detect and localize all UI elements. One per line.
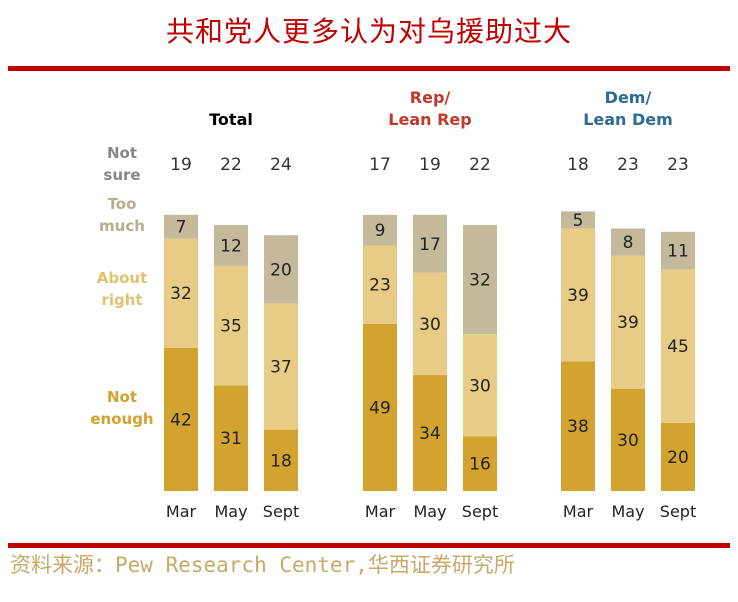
bar-segment-not-enough xyxy=(264,429,298,491)
bar-segment-about-right xyxy=(661,269,695,423)
row-label-about-right-line2: right xyxy=(101,291,142,309)
not-sure-value: 19 xyxy=(170,155,192,175)
data-label-about-right: 39 xyxy=(567,286,589,306)
data-label-too-much: 20 xyxy=(270,260,292,280)
bar-segment-too-much xyxy=(611,228,645,256)
row-label-not-enough-line2: enough xyxy=(90,410,153,428)
bar-segment-about-right xyxy=(413,272,447,376)
x-tick-label: Mar xyxy=(166,502,197,521)
row-label-too-much-line1: Too xyxy=(108,195,137,213)
data-label-too-much: 17 xyxy=(419,235,441,255)
bar-segment-about-right xyxy=(363,245,397,324)
data-label-not-enough: 18 xyxy=(270,451,292,471)
bar-segment-too-much xyxy=(463,225,497,335)
source-note: 资料来源：Pew Research Center,华西证券研究所 xyxy=(10,553,515,577)
x-tick-label: Sept xyxy=(263,502,299,521)
data-label-about-right: 39 xyxy=(617,313,639,333)
row-label-too-much-line2: much xyxy=(99,217,145,235)
group-title-1-line1: Rep/ xyxy=(410,88,451,107)
x-tick-label: May xyxy=(214,502,247,521)
bar-segment-too-much xyxy=(264,235,298,304)
data-label-not-enough: 20 xyxy=(667,448,689,468)
bar-segment-too-much xyxy=(164,214,198,239)
data-label-not-enough: 30 xyxy=(617,431,639,451)
bar-segment-too-much xyxy=(561,211,595,229)
bar-segment-too-much xyxy=(363,214,397,246)
not-sure-value: 18 xyxy=(567,155,589,175)
group-title-1-line2: Lean Rep xyxy=(388,110,471,129)
data-label-not-enough: 49 xyxy=(369,398,391,418)
data-label-too-much: 7 xyxy=(176,218,187,238)
top-rule xyxy=(8,66,730,71)
bar-segment-too-much xyxy=(214,225,248,266)
bar-segment-not-enough xyxy=(164,347,198,491)
data-label-not-enough: 34 xyxy=(419,424,441,444)
not-sure-value: 22 xyxy=(220,155,242,175)
x-tick-label: May xyxy=(413,502,446,521)
x-tick-label: May xyxy=(611,502,644,521)
not-sure-value: 23 xyxy=(667,155,689,175)
bar-segment-about-right xyxy=(463,334,497,437)
page-title: 共和党人更多认为对乌援助过大 xyxy=(165,15,572,48)
data-label-too-much: 8 xyxy=(623,233,634,253)
bar-segment-not-enough xyxy=(363,323,397,491)
bar-segment-not-enough xyxy=(611,388,645,491)
data-label-about-right: 30 xyxy=(469,376,491,396)
bar-segment-too-much xyxy=(661,231,695,270)
x-tick-label: Mar xyxy=(563,502,594,521)
not-sure-value: 19 xyxy=(419,155,441,175)
data-label-not-enough: 31 xyxy=(220,429,242,449)
data-label-too-much: 9 xyxy=(375,221,386,241)
group-title-2-line1: Dem/ xyxy=(605,88,652,107)
data-label-about-right: 30 xyxy=(419,315,441,335)
data-label-about-right: 23 xyxy=(369,276,391,296)
not-sure-value: 23 xyxy=(617,155,639,175)
bar-segment-not-enough xyxy=(561,361,595,491)
data-label-too-much: 32 xyxy=(469,271,491,291)
x-tick-label: Mar xyxy=(365,502,396,521)
stacked-bar-chart: Not sure Too much About right Not enough Total 19… xyxy=(90,88,696,521)
data-label-too-much: 5 xyxy=(573,211,584,231)
data-label-not-enough: 42 xyxy=(170,410,192,430)
bar-segment-too-much xyxy=(413,214,447,273)
group-title-0: Total xyxy=(209,110,253,129)
bar-segment-about-right xyxy=(214,265,248,386)
bar-segment-about-right xyxy=(561,228,595,362)
data-label-too-much: 11 xyxy=(667,242,689,262)
data-label-about-right: 35 xyxy=(220,317,242,337)
bar-segment-not-enough xyxy=(413,375,447,491)
bar-segment-about-right xyxy=(611,255,645,389)
bar-segment-not-enough xyxy=(463,436,497,491)
x-tick-label: Sept xyxy=(462,502,498,521)
data-label-about-right: 32 xyxy=(170,284,192,304)
data-label-about-right: 37 xyxy=(270,358,292,378)
not-sure-value: 17 xyxy=(369,155,391,175)
data-label-too-much: 12 xyxy=(220,236,242,256)
bar-segment-not-enough xyxy=(661,422,695,491)
bottom-rule xyxy=(8,543,730,548)
not-sure-value: 24 xyxy=(270,155,292,175)
data-label-not-enough: 38 xyxy=(567,417,589,437)
bar-segment-about-right xyxy=(164,238,198,348)
data-label-about-right: 45 xyxy=(667,337,689,357)
x-tick-label: Sept xyxy=(660,502,696,521)
row-label-about-right-line1: About xyxy=(97,269,148,287)
bar-segment-about-right xyxy=(264,303,298,430)
not-sure-value: 22 xyxy=(469,155,491,175)
row-label-not-sure-line2: sure xyxy=(103,166,140,184)
group-title-2-line2: Lean Dem xyxy=(583,110,673,129)
bar-segment-not-enough xyxy=(214,385,248,491)
row-label-not-sure-line1: Not xyxy=(107,144,137,162)
data-label-not-enough: 16 xyxy=(469,455,491,475)
row-label-not-enough-line1: Not xyxy=(107,388,137,406)
